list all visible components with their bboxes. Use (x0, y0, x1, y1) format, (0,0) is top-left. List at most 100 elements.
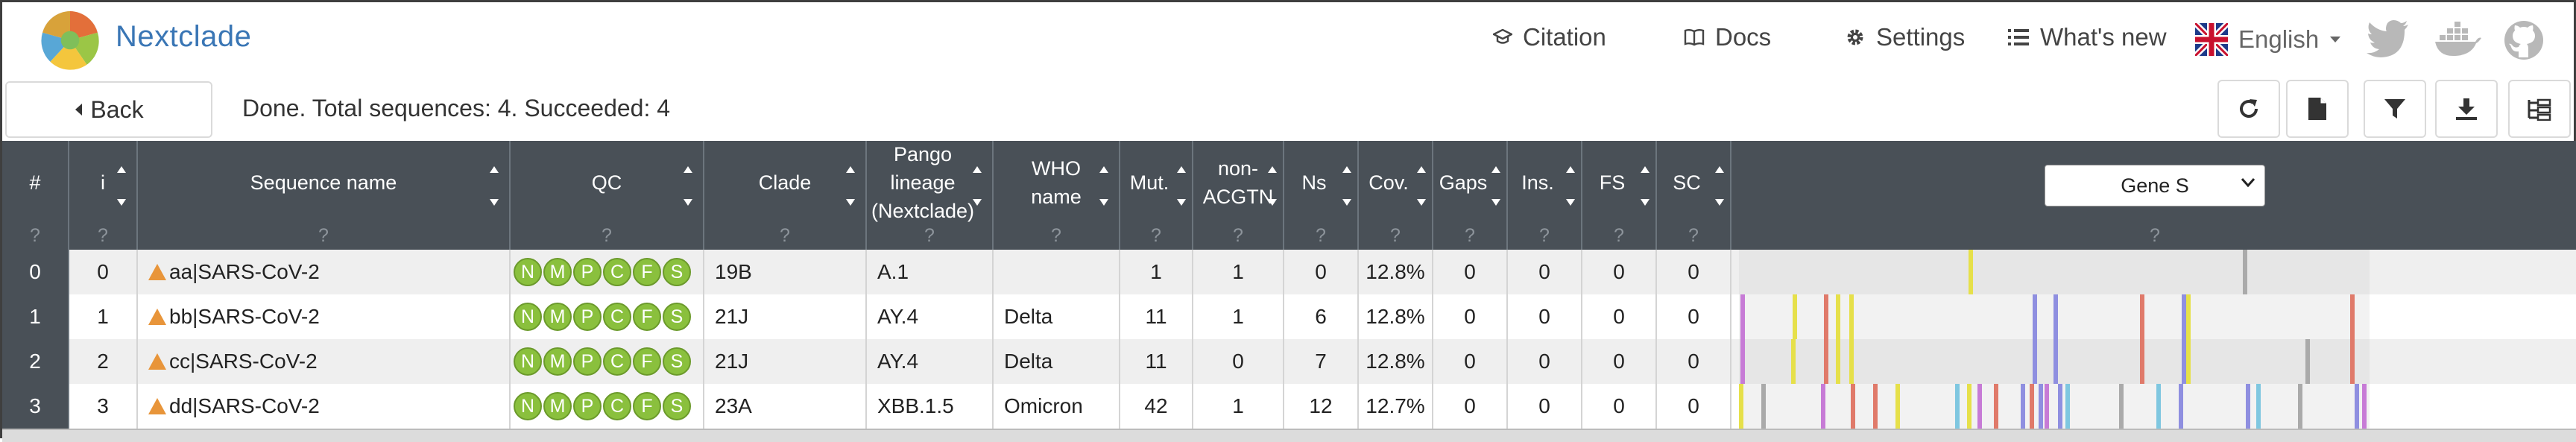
mutation-marker[interactable] (1836, 339, 1840, 384)
qc-badge[interactable]: F (633, 347, 661, 376)
mutation-marker[interactable] (1739, 384, 1743, 429)
mutation-marker[interactable] (2156, 384, 2161, 429)
qc-badge[interactable]: P (573, 303, 602, 331)
qc-badge[interactable]: N (514, 303, 542, 331)
help-icon[interactable]: ? (1688, 225, 1699, 246)
mutation-track[interactable] (1731, 384, 2574, 429)
nav-settings[interactable]: Settings (1845, 23, 1965, 51)
qc-badge[interactable]: F (633, 303, 661, 331)
mutation-marker[interactable] (1969, 250, 1973, 294)
nav-citation[interactable]: Citation (1493, 23, 1606, 51)
sort-asc-icon[interactable] (684, 166, 692, 173)
nav-whats-new[interactable]: What's new (2007, 23, 2167, 51)
mutation-marker[interactable] (1895, 384, 1900, 429)
help-icon[interactable]: ? (780, 225, 790, 246)
help-icon[interactable]: ? (1316, 225, 1326, 246)
mutation-marker[interactable] (2065, 384, 2070, 429)
tree-view-button[interactable] (2508, 80, 2571, 138)
col-header-pango[interactable]: Pango lineage (Nextclade) ? (867, 141, 994, 250)
sort-desc-icon[interactable] (846, 199, 855, 206)
mutation-marker[interactable] (2350, 339, 2355, 384)
github-icon[interactable] (2504, 20, 2544, 60)
mutation-marker[interactable] (1849, 339, 1854, 384)
sort-asc-icon[interactable] (846, 166, 855, 173)
col-header-gaps[interactable]: Gaps ? (1433, 141, 1508, 250)
mutation-marker[interactable] (2256, 384, 2261, 429)
mutation-marker[interactable] (2246, 384, 2250, 429)
mutation-marker[interactable] (2355, 384, 2359, 429)
sort-desc-icon[interactable] (1177, 199, 1186, 206)
mutation-marker[interactable] (2186, 339, 2191, 384)
col-header-mut[interactable]: Mut. ? (1120, 141, 1193, 250)
mutation-marker[interactable] (1873, 384, 1878, 429)
twitter-icon[interactable] (2367, 20, 2410, 57)
nav-docs[interactable]: Docs (1684, 23, 1771, 51)
docker-icon[interactable] (2434, 20, 2481, 57)
col-header-sc[interactable]: SC ? (1657, 141, 1731, 250)
mutation-marker[interactable] (1836, 294, 1840, 339)
mutation-marker[interactable] (1977, 384, 1982, 429)
rerun-button[interactable] (2217, 80, 2280, 138)
help-icon[interactable]: ? (98, 225, 108, 246)
mutation-marker[interactable] (2140, 294, 2144, 339)
qc-badge[interactable]: P (573, 392, 602, 420)
mutation-marker[interactable] (2243, 250, 2247, 294)
mutation-track[interactable] (1731, 294, 2574, 339)
help-icon[interactable]: ? (1465, 225, 1475, 246)
filter-button[interactable] (2364, 80, 2426, 138)
download-button[interactable] (2435, 80, 2498, 138)
help-icon[interactable]: ? (1233, 225, 1243, 246)
mutation-marker[interactable] (2305, 339, 2310, 384)
sort-desc-icon[interactable] (1641, 199, 1650, 206)
mutation-marker[interactable] (1851, 384, 1855, 429)
mutation-marker[interactable] (2182, 294, 2186, 339)
help-icon[interactable]: ? (1539, 225, 1550, 246)
col-header-ins[interactable]: Ins. ? (1508, 141, 1582, 250)
mutation-marker[interactable] (2021, 384, 2025, 429)
mutation-track[interactable] (1731, 250, 2574, 294)
col-header-ns[interactable]: Ns ? (1284, 141, 1359, 250)
mutation-marker[interactable] (1791, 339, 1796, 384)
qc-badge[interactable]: M (543, 258, 572, 286)
qc-badge[interactable]: M (543, 303, 572, 331)
qc-badge[interactable]: N (514, 347, 542, 376)
qc-badge[interactable]: M (543, 347, 572, 376)
warning-icon[interactable] (148, 264, 166, 280)
col-header-name[interactable]: Sequence name ? (138, 141, 511, 250)
export-file-button[interactable] (2286, 80, 2349, 138)
horizontal-scrollbar[interactable] (2, 429, 2576, 442)
mutation-marker[interactable] (2179, 384, 2183, 429)
col-header-fs[interactable]: FS ? (1582, 141, 1657, 250)
help-icon[interactable]: ? (318, 225, 329, 246)
table-row[interactable]: 3 3 dd|SARS-CoV-2 N M P C F S 23A XBB.1.5 Omicron 42… (2, 384, 2576, 429)
col-header-nonacgtn[interactable]: non-ACGTN ? (1193, 141, 1284, 250)
mutation-marker[interactable] (2186, 294, 2191, 339)
col-header-cov[interactable]: Cov. ? (1359, 141, 1433, 250)
mutation-marker[interactable] (1740, 339, 1745, 384)
col-header-i[interactable]: i ? (69, 141, 138, 250)
sort-desc-icon[interactable] (117, 199, 126, 206)
mutation-marker[interactable] (1761, 384, 1766, 429)
qc-badge[interactable]: S (663, 303, 691, 331)
help-icon[interactable]: ? (30, 225, 40, 246)
qc-badge[interactable]: N (514, 258, 542, 286)
qc-badge[interactable]: C (603, 303, 631, 331)
help-icon[interactable]: ? (924, 225, 935, 246)
mutation-marker[interactable] (1824, 339, 1828, 384)
mutation-marker[interactable] (2039, 384, 2043, 429)
qc-badge[interactable]: F (633, 392, 661, 420)
mutation-marker[interactable] (2030, 384, 2034, 429)
sort-asc-icon[interactable] (117, 166, 126, 173)
sort-asc-icon[interactable] (1417, 166, 1426, 173)
qc-badge[interactable]: P (573, 347, 602, 376)
app-brand[interactable]: Nextclade (116, 20, 251, 54)
mutation-marker[interactable] (2058, 384, 2062, 429)
sort-desc-icon[interactable] (1268, 199, 1277, 206)
mutation-marker[interactable] (2362, 384, 2367, 429)
sort-asc-icon[interactable] (1177, 166, 1186, 173)
mutation-marker[interactable] (1821, 384, 1825, 429)
sort-desc-icon[interactable] (1715, 199, 1724, 206)
qc-badge[interactable]: C (603, 258, 631, 286)
mutation-marker[interactable] (1849, 294, 1854, 339)
help-icon[interactable]: ? (2150, 225, 2160, 246)
